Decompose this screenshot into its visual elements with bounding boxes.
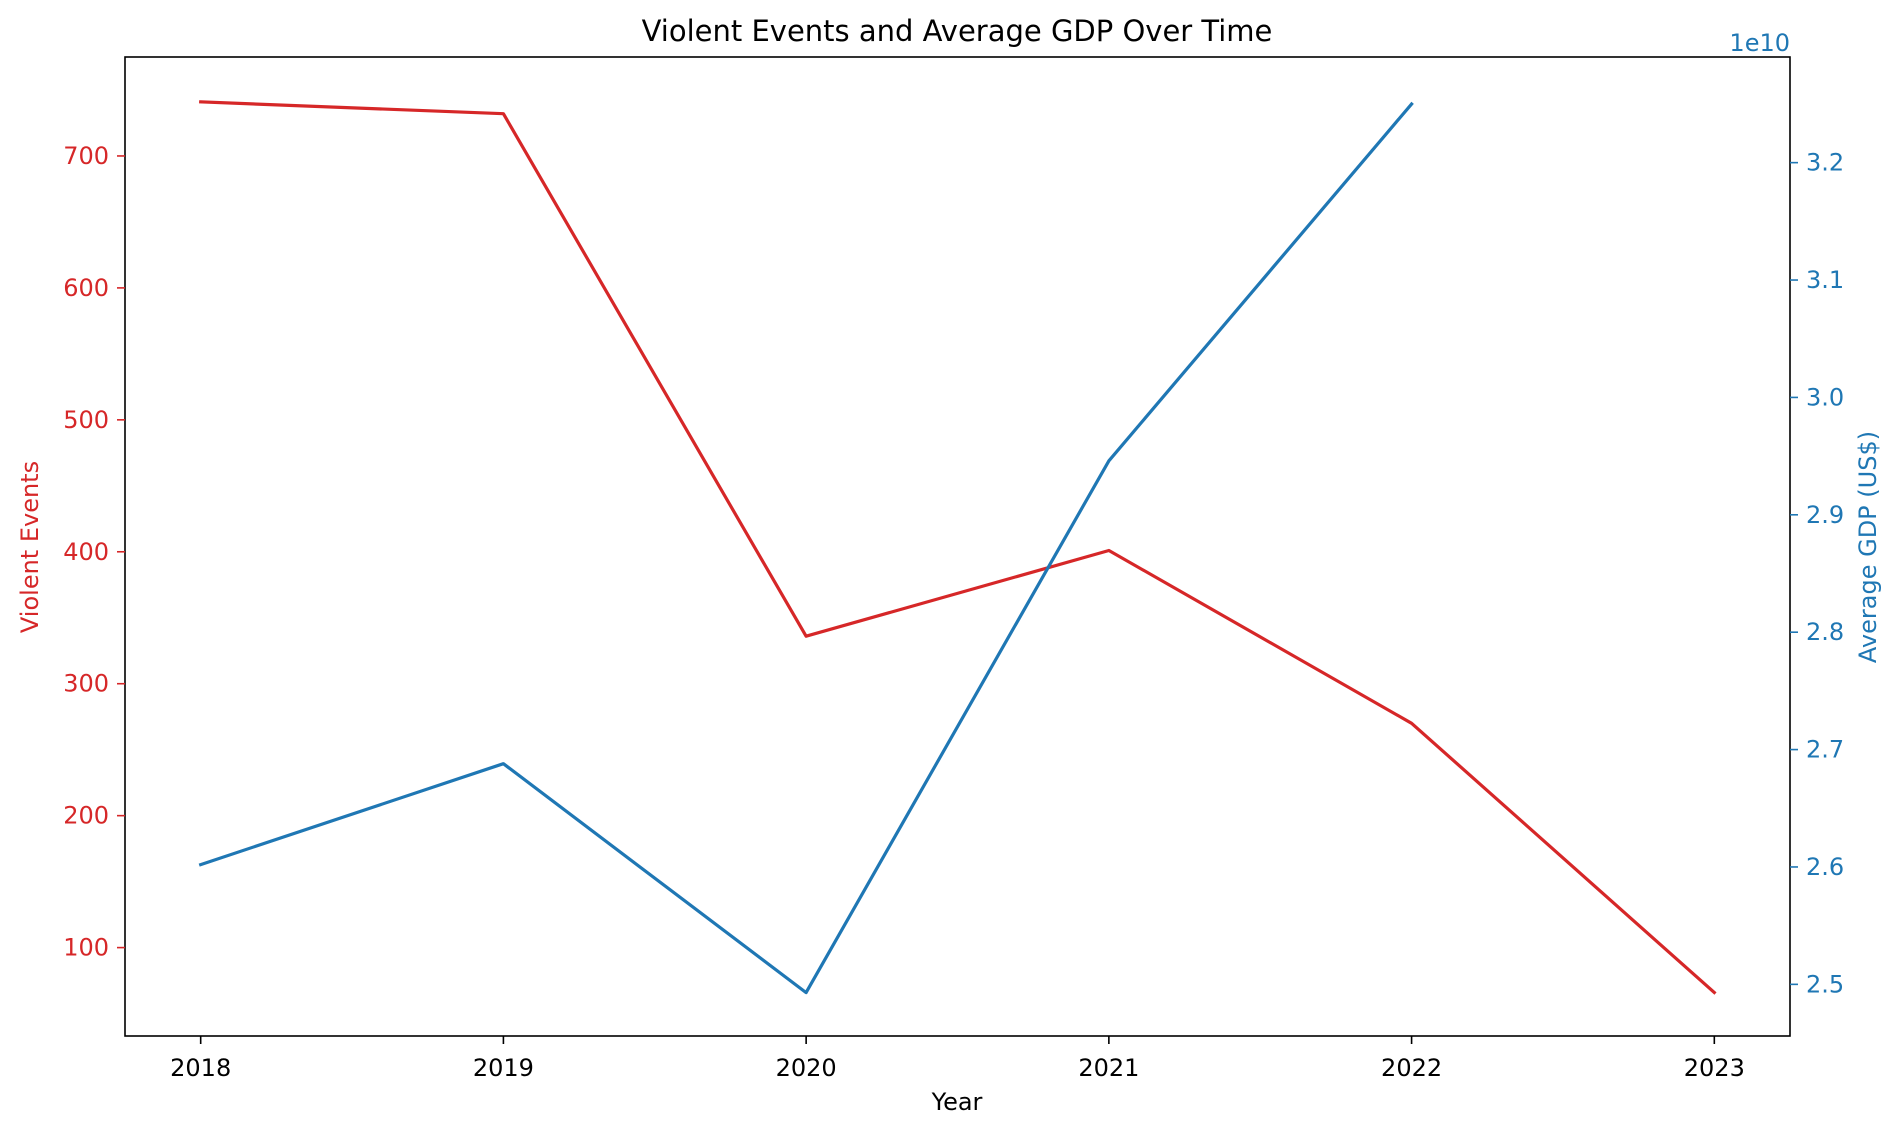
right-y-tick-label: 2.8: [1806, 618, 1844, 646]
right-y-tick-label: 3.2: [1806, 149, 1844, 177]
left-y-tick-label: 200: [63, 802, 109, 830]
x-tick-label: 2020: [776, 1054, 837, 1082]
right-y-tick-label: 3.1: [1806, 266, 1844, 294]
chart-title: Violent Events and Average GDP Over Time: [642, 14, 1273, 48]
x-axis-label: Year: [931, 1088, 983, 1116]
series-layer: [198, 100, 1717, 995]
left-y-tick-label: 400: [63, 538, 109, 566]
average-gdp-series-line: [198, 101, 1414, 995]
x-tick-label: 2018: [170, 1054, 231, 1082]
x-tick-label: 2022: [1381, 1054, 1442, 1082]
right-y-tick-label: 2.7: [1806, 736, 1844, 764]
violent-events-series-line: [199, 100, 1717, 995]
right-y-tick-label: 2.6: [1806, 853, 1844, 881]
x-tick-label: 2023: [1684, 1054, 1745, 1082]
plot-frame: [124, 56, 1791, 1037]
right-y-axis-label: Average GDP (US$): [1854, 431, 1882, 663]
left-y-tick-label: 100: [63, 934, 109, 962]
x-tick-label: 2019: [473, 1054, 534, 1082]
right-y-tick-label: 2.9: [1806, 501, 1844, 529]
left-y-tick-label: 300: [63, 670, 109, 698]
left-y-axis-label: Violent Events: [16, 461, 44, 633]
right-y-tick-label: 2.5: [1806, 970, 1844, 998]
right-y-tick-label: 3.0: [1806, 383, 1844, 411]
right-axis-offset-text: 1e10: [1729, 29, 1790, 57]
left-y-tick-label: 600: [63, 274, 109, 302]
left-y-tick-label: 700: [63, 142, 109, 170]
x-tick-label: 2021: [1078, 1054, 1139, 1082]
axes-layer: 2018 2019 2020 2021 2022 2023 100 200 300 400 500 6…: [63, 56, 1844, 1082]
left-y-tick-label: 500: [63, 406, 109, 434]
